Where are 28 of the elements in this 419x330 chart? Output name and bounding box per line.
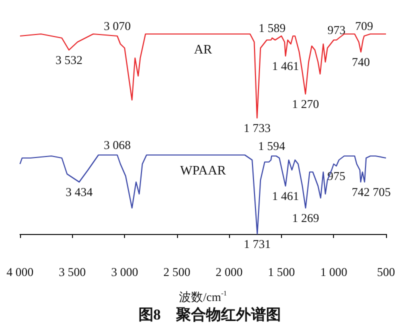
annotation: 3 434	[66, 185, 93, 199]
x-tick-label: 1 500	[268, 265, 295, 279]
annotation: 742	[352, 185, 370, 199]
annotation: 973	[328, 23, 346, 37]
text: 图8 聚合物红外谱图	[138, 306, 281, 324]
annotation: 709	[355, 19, 374, 33]
series-label: WPAAR	[180, 162, 226, 178]
x-tick-label: 2 000	[216, 265, 243, 279]
annotation: 3 532	[55, 53, 82, 67]
annotation: 1 461	[272, 59, 300, 73]
x-tick-label: 3 500	[58, 265, 86, 279]
annotation: 740	[352, 55, 370, 69]
series-label: AR	[194, 42, 212, 56]
annotation: 705	[372, 185, 391, 199]
x-tick-label: 3 000	[111, 265, 138, 279]
annotation: 1 270	[292, 97, 319, 111]
annotation: 1 589	[258, 21, 286, 35]
x-tick-label: 1 000	[320, 265, 348, 279]
x-tick-label: 2 500	[163, 265, 190, 279]
x-tick-label: 4 000	[6, 265, 34, 279]
annotation: 1 594	[258, 139, 286, 153]
annotation: 1 733	[244, 121, 271, 135]
annotation: 1 461	[272, 189, 300, 203]
annotation: 1 269	[292, 211, 320, 225]
annotation: 3 068	[104, 138, 131, 152]
x-tick-label: 500	[377, 265, 395, 279]
annotation: 3 070	[104, 19, 131, 33]
annotation: 1 731	[244, 237, 271, 251]
